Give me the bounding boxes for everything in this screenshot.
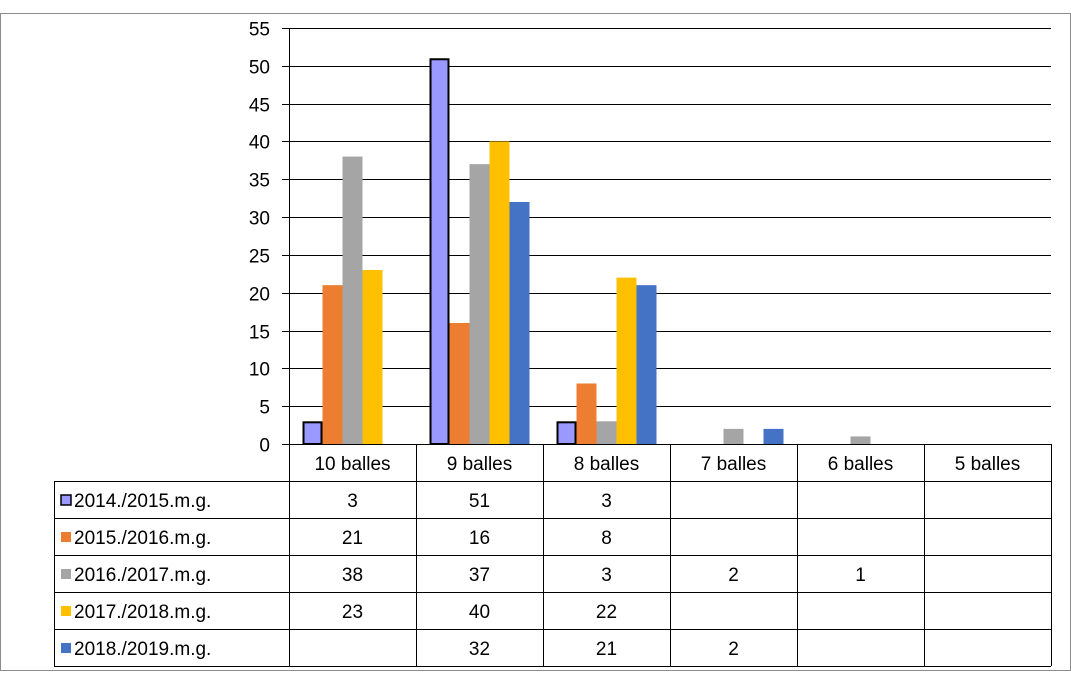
table-value: 23 <box>342 602 363 623</box>
gridlines <box>289 28 1051 407</box>
y-tick-label: 35 <box>249 171 270 192</box>
bar <box>763 428 784 444</box>
y-tick-label: 55 <box>249 20 270 41</box>
legend-key <box>61 532 71 542</box>
bar <box>322 285 343 444</box>
y-tick-label: 30 <box>249 209 270 230</box>
table-value: 21 <box>596 639 617 660</box>
table-value: 8 <box>601 528 612 549</box>
legend-series-name: 2017./2018.m.g. <box>74 602 211 623</box>
x-category-label: 6 balles <box>828 454 894 475</box>
x-category-label: 9 balles <box>447 454 513 475</box>
y-tick-label: 45 <box>249 96 270 117</box>
table-value: 21 <box>342 528 363 549</box>
bar <box>342 156 363 444</box>
bars <box>302 58 871 445</box>
x-category-label: 8 balles <box>574 454 640 475</box>
y-tick-label: 15 <box>249 323 270 344</box>
bar <box>850 436 871 444</box>
bar <box>449 322 470 444</box>
legend-series-name: 2016./2017.m.g. <box>74 565 211 586</box>
bar <box>509 201 530 444</box>
bar <box>302 421 323 445</box>
bar <box>723 428 744 444</box>
bar <box>362 270 383 444</box>
y-tick-label: 50 <box>249 58 270 79</box>
table-value: 3 <box>601 565 612 586</box>
table-value: 38 <box>342 565 363 586</box>
table-value: 3 <box>347 491 358 512</box>
legend-key <box>61 643 71 653</box>
y-tick-label: 40 <box>249 133 270 154</box>
x-category-label: 10 balles <box>314 454 390 475</box>
table-value: 2 <box>728 565 739 586</box>
data-table: 10 balles 9 balles 8 balles 7 balles 6 balle… <box>54 444 1052 667</box>
bar <box>429 58 450 445</box>
chart-border <box>0 13 1071 671</box>
legend-series-name: 2018./2019.m.g. <box>74 639 211 660</box>
legend-key <box>60 494 72 506</box>
y-tick-label: 25 <box>249 247 270 268</box>
bar <box>636 285 657 444</box>
bar <box>556 421 577 445</box>
legend-series-name: 2014./2015.m.g. <box>74 491 211 512</box>
table-value: 37 <box>469 565 490 586</box>
bar <box>596 421 617 444</box>
table-value: 16 <box>469 528 490 549</box>
legend-key <box>61 606 71 616</box>
y-tick-label: 0 <box>259 436 270 457</box>
bar <box>616 277 637 444</box>
bar <box>576 383 597 444</box>
x-category-label: 5 balles <box>955 454 1021 475</box>
x-category-label: 7 balles <box>701 454 767 475</box>
y-tick-label: 5 <box>259 398 270 419</box>
legend-key <box>61 569 71 579</box>
bar <box>489 141 510 445</box>
table-value: 2 <box>728 639 739 660</box>
table-value: 32 <box>469 639 490 660</box>
y-tick-label: 20 <box>249 285 270 306</box>
table-value: 22 <box>596 602 617 623</box>
table-value: 1 <box>855 565 866 586</box>
table-value: 3 <box>601 491 612 512</box>
bar <box>469 164 490 445</box>
table-value: 40 <box>469 602 490 623</box>
legend-series-name: 2015./2016.m.g. <box>74 528 211 549</box>
y-tick-label: 10 <box>249 360 270 381</box>
table-value: 51 <box>469 491 490 512</box>
